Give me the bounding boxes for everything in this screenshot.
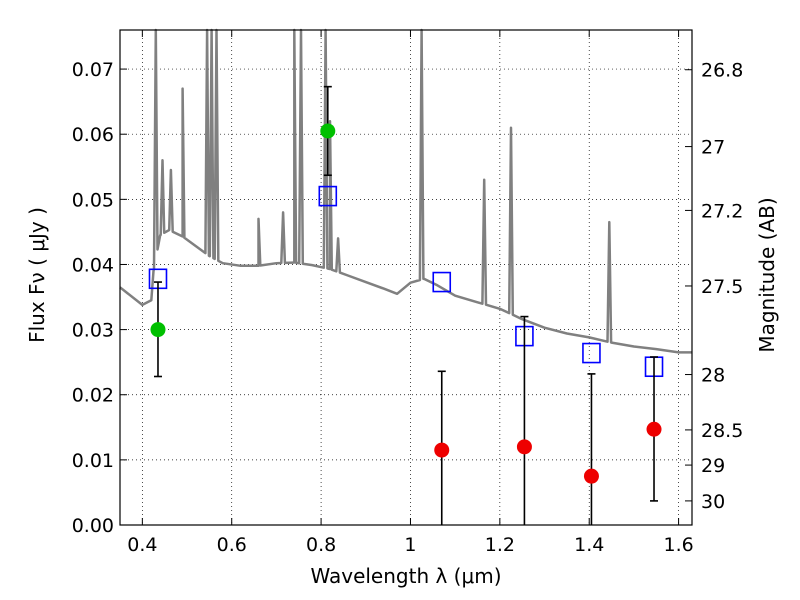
right-tick-label: 27 (701, 137, 725, 159)
spectrum-line (119, 28, 692, 354)
right-tick-label: 30 (701, 491, 725, 513)
model-square-marker (432, 271, 452, 293)
right-tick-label: 28.5 (701, 420, 743, 442)
x-tick-label: 1 (404, 534, 416, 556)
y-tick-label: 0.05 (72, 189, 114, 211)
right-tick-label: 28 (701, 365, 725, 387)
y-tick-label: 0.03 (72, 320, 114, 342)
right-axis-label: Magnitude (AB) (755, 197, 779, 352)
right-tick-label: 29 (701, 455, 725, 477)
model-square-marker (318, 185, 338, 207)
data-point-marker (434, 442, 450, 458)
y-tick-label: 0.02 (72, 385, 114, 407)
plot-frame (119, 29, 693, 526)
tick-layer: 0.4 0.6 0.8 1 1.2 1.4 1.6 0.00 0.01 0.02 0.03 0.04 0… (72, 30, 743, 556)
y-tick-label: 0.06 (72, 124, 114, 146)
y-tick-label: 0.07 (72, 59, 114, 81)
model-square-marker (582, 342, 601, 364)
x-axis-label: Wavelength λ (μm) (310, 564, 501, 588)
x-tick-label: 1.2 (485, 534, 515, 556)
right-tick-label: 26.8 (701, 60, 743, 82)
x-tick-label: 1.4 (574, 534, 604, 556)
spectrum-layer (119, 28, 692, 354)
data-point-marker (516, 439, 532, 455)
x-tick-label: 1.6 (663, 534, 693, 556)
data-point-marker (320, 123, 336, 139)
data-point-marker (150, 322, 166, 338)
y-axis-label: Flux Fν ( μJy ) (25, 207, 49, 343)
x-tick-label: 0.8 (306, 534, 336, 556)
x-tick-label: 0.4 (127, 534, 157, 556)
right-tick-label: 27.2 (701, 200, 743, 222)
marker-layer (148, 85, 664, 525)
y-tick-label: 0.01 (72, 450, 114, 472)
x-tick-label: 0.6 (217, 534, 247, 556)
y-tick-label: 0.04 (72, 254, 114, 276)
right-tick-label: 27.5 (701, 276, 743, 298)
data-point-marker (646, 421, 662, 437)
y-tick-label: 0.00 (72, 515, 114, 537)
data-point-marker (583, 468, 599, 484)
